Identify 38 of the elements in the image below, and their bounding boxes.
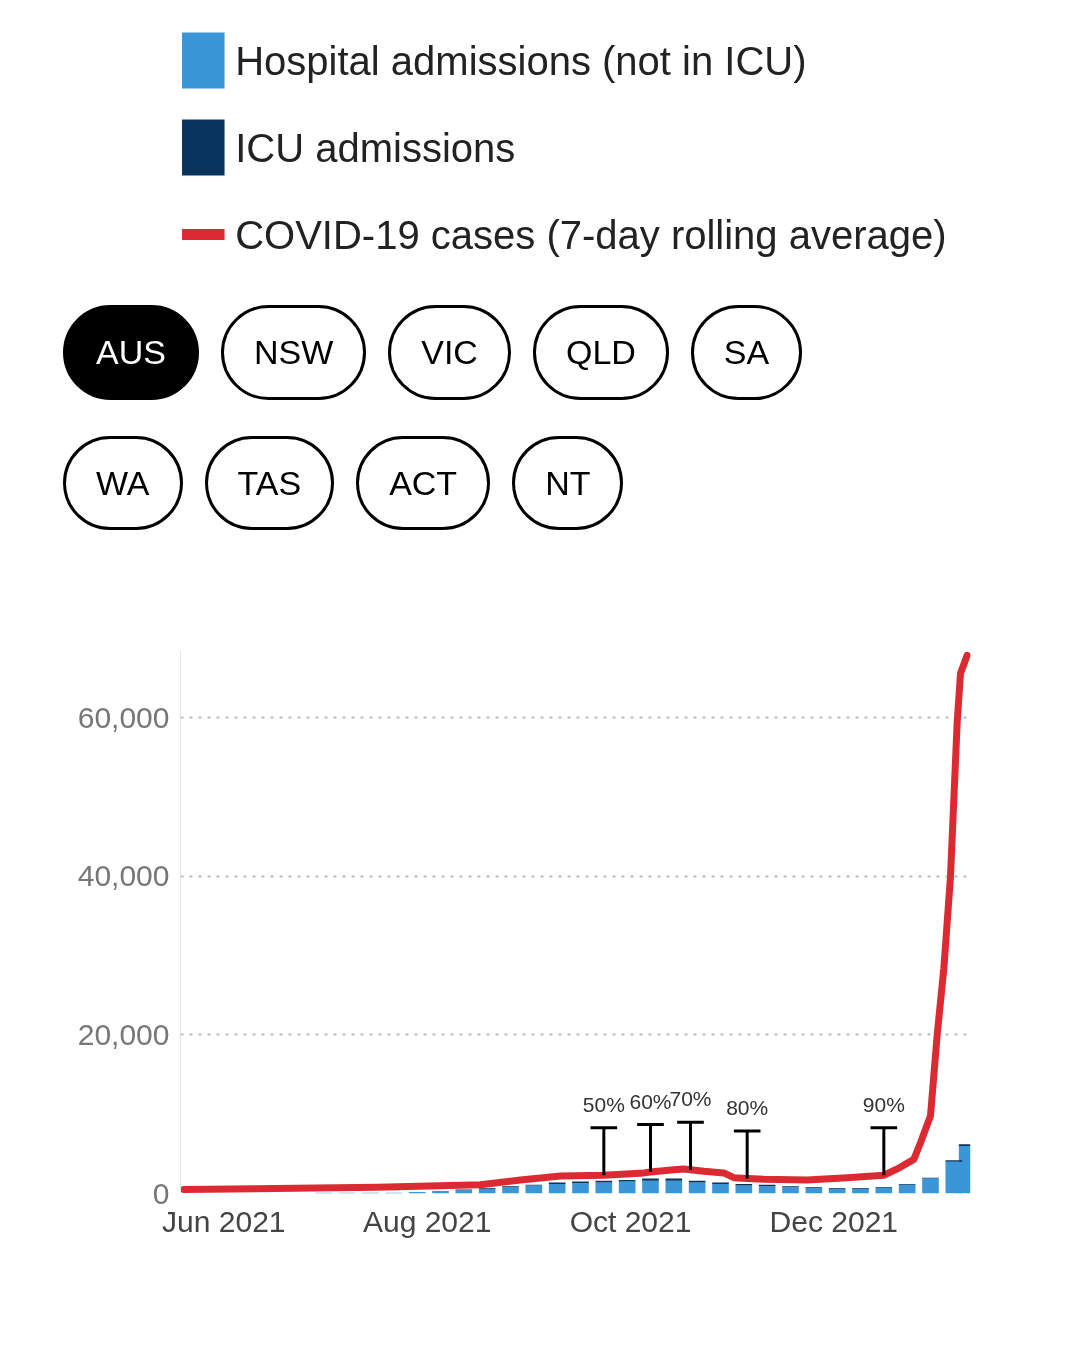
- x-tick-label: Aug 2021: [362, 1204, 492, 1238]
- bar: [618, 1181, 636, 1194]
- legend-label: ICU admissions: [235, 125, 516, 170]
- x-tick-label: Dec 2021: [769, 1204, 899, 1238]
- text: TAS: [204, 435, 335, 531]
- bar: [758, 1186, 776, 1194]
- y-tick-label: 60,000: [77, 700, 170, 734]
- bar: [898, 1184, 916, 1194]
- bar: [805, 1187, 823, 1194]
- text: NT: [512, 435, 624, 531]
- bar: [665, 1178, 683, 1181]
- y-tick-label: 20,000: [77, 1017, 170, 1051]
- legend-label: Hospital admissions (not in ICU): [235, 38, 807, 83]
- legend-label: COVID-19 cases (7-day rolling average): [235, 212, 947, 257]
- text: ACT: [356, 435, 491, 531]
- text: SA: [690, 305, 803, 400]
- bar: [642, 1180, 659, 1194]
- bar: [782, 1187, 799, 1194]
- bar: [665, 1180, 683, 1194]
- text: QLD: [532, 305, 669, 400]
- bar: [712, 1183, 729, 1194]
- bar: [595, 1182, 613, 1194]
- bar: [922, 1178, 939, 1194]
- annotation: 90%: [862, 1092, 905, 1116]
- bar: [572, 1183, 589, 1194]
- annotation: 80%: [726, 1095, 769, 1119]
- bar: [502, 1187, 519, 1194]
- annotation: 50%: [582, 1092, 625, 1116]
- bar: [548, 1183, 566, 1194]
- text: NSW: [220, 305, 367, 400]
- text: AUS: [63, 305, 199, 400]
- bar: [642, 1178, 659, 1181]
- bar: [875, 1187, 893, 1194]
- x-tick-label: Oct 2021: [569, 1204, 692, 1238]
- y-tick-label: 40,000: [77, 859, 170, 893]
- bar: [688, 1182, 706, 1194]
- text: WA: [63, 435, 183, 531]
- text: VIC: [388, 305, 511, 400]
